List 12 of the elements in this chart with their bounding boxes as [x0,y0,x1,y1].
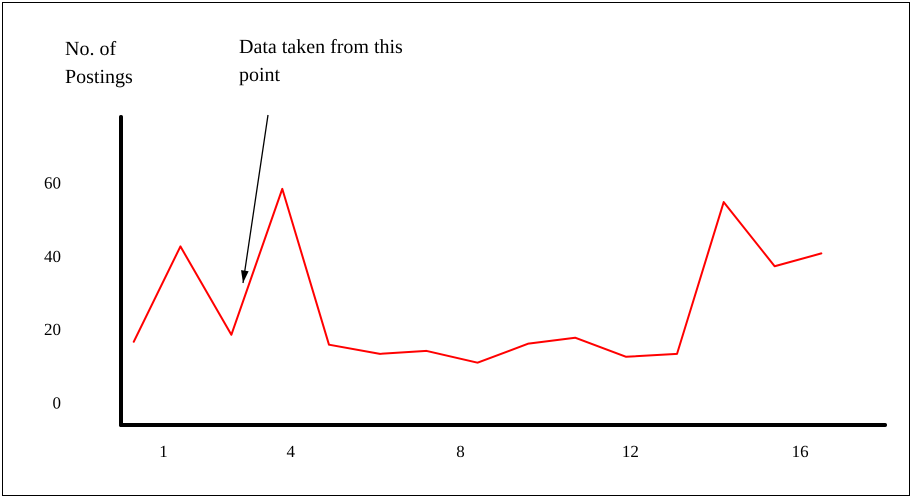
y-tick-label: 20 [44,320,61,340]
x-tick-label: 12 [622,442,639,461]
line-series [132,188,822,364]
y-tick-label: 60 [44,174,61,192]
x-tick-label: 8 [456,442,465,461]
y-axis-title: No. of Postings [65,38,134,88]
y-tick-label: 40 [44,246,61,266]
y-tick-label: 0 [52,394,61,412]
text: Data taken from this point [239,36,408,86]
x-tick-label: 1 [159,442,168,461]
x-tick-label: 4 [286,442,296,461]
x-tick-label: 16 [792,442,809,461]
